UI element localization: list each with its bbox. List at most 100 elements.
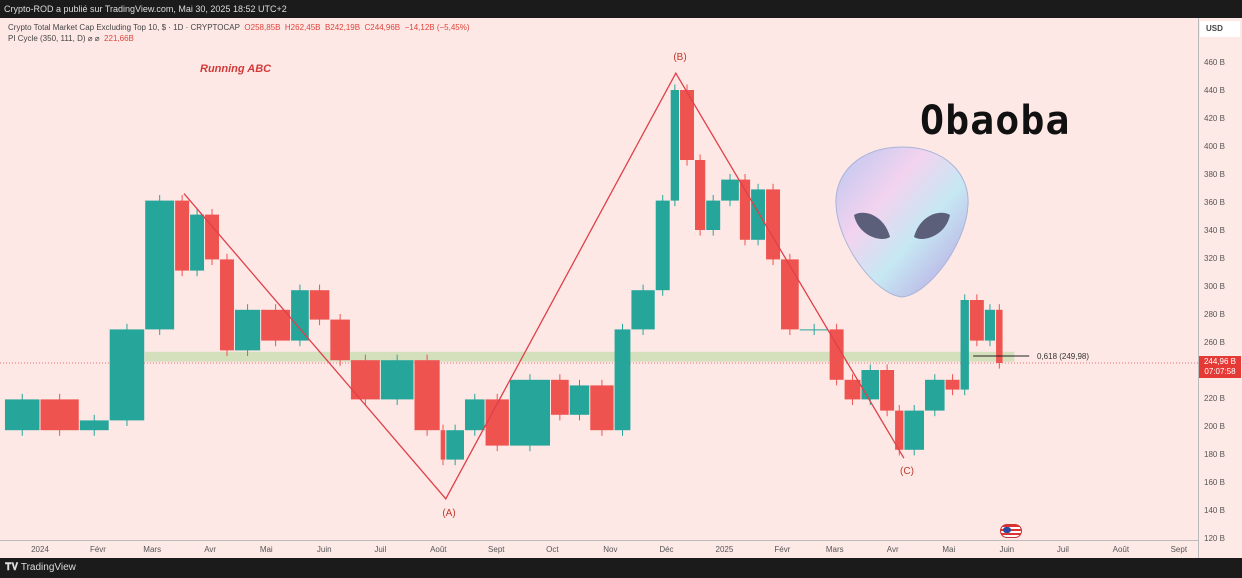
price-tick-label: 260 B [1204, 338, 1225, 347]
candle [880, 370, 895, 411]
candle [984, 309, 996, 341]
us-flag-icon[interactable] [1000, 524, 1022, 538]
time-tick-label: 2024 [31, 545, 49, 554]
price-tick-label: 420 B [1204, 114, 1225, 123]
candle [861, 370, 880, 400]
candle [751, 189, 766, 240]
tradingview-logo[interactable]: 𝐓𝐕 [5, 562, 21, 573]
bar-countdown: 07:07:58 [1204, 367, 1236, 376]
candle [721, 179, 739, 201]
price-tick-label: 340 B [1204, 226, 1225, 235]
time-tick-label: Nov [603, 545, 617, 554]
price-tick-label: 360 B [1204, 198, 1225, 207]
candle [234, 309, 261, 351]
price-tick-label: 280 B [1204, 310, 1225, 319]
candle [380, 360, 414, 400]
indicator-value: 221,66B [104, 34, 134, 43]
candle [706, 200, 721, 230]
time-tick-label: Avr [887, 545, 899, 554]
time-tick-label: Mars [826, 545, 844, 554]
time-tick-label: Mai [260, 545, 273, 554]
logo-text: Obaoba [920, 98, 1071, 144]
price-axis[interactable] [1198, 18, 1242, 558]
candle [904, 410, 925, 450]
footer-bar: 𝐓𝐕 TradingView [0, 558, 1242, 578]
wave-b-label: (B) [673, 52, 687, 63]
price-tick-label: 140 B [1204, 506, 1225, 515]
candle [4, 399, 40, 431]
brand-name: TradingView [20, 562, 76, 573]
currency-label[interactable]: USD [1200, 21, 1240, 37]
high-value: H262,45B [284, 23, 321, 32]
time-tick-label: Juil [374, 545, 386, 554]
candle [996, 309, 1003, 363]
candle [799, 329, 829, 331]
annotation-title: Running ABC [200, 63, 272, 75]
time-tick-label: Mai [942, 545, 955, 554]
candle [895, 410, 904, 450]
candle [205, 214, 220, 260]
wave-c-label: (C) [900, 466, 914, 477]
time-axis[interactable] [0, 540, 1198, 558]
candle [414, 360, 440, 431]
price-tick-label: 400 B [1204, 142, 1225, 151]
candle [109, 329, 145, 421]
symbol-title[interactable]: Crypto Total Market Cap Excluding Top 10… [8, 23, 240, 32]
candle [614, 329, 631, 431]
candle [680, 90, 694, 160]
candle [220, 259, 234, 351]
candle [440, 430, 446, 460]
last-price-tag: 244,96 B 07:07:58 [1199, 356, 1241, 378]
price-tick-label: 180 B [1204, 450, 1225, 459]
candle [945, 379, 960, 390]
time-tick-label: Sept [488, 545, 505, 554]
price-tick-label: 220 B [1204, 394, 1225, 403]
change-value: −14,12B (−5,45%) [404, 23, 470, 32]
candle [960, 300, 969, 390]
candle [631, 290, 655, 330]
candle [291, 290, 309, 341]
open-value: O258,85B [244, 23, 281, 32]
candle [695, 160, 706, 230]
low-value: B242,19B [324, 23, 361, 32]
candle [590, 385, 614, 431]
candle [446, 430, 464, 460]
price-tick-label: 440 B [1204, 86, 1225, 95]
indicator-title[interactable]: PI Cycle (350, 111, D) ⌀ ⌀ [8, 34, 100, 43]
time-tick-label: Oct [546, 545, 559, 554]
time-tick-label: Août [1113, 545, 1130, 554]
candle [79, 420, 109, 431]
candle [145, 200, 175, 330]
time-tick-label: Sept [1171, 545, 1188, 554]
candle [739, 179, 751, 240]
time-tick-label: Juin [999, 545, 1014, 554]
last-price-value: 244,96 B [1203, 357, 1237, 366]
wave-a-label: (A) [442, 508, 456, 519]
candle [969, 300, 984, 341]
candle [464, 399, 485, 431]
time-tick-label: Juin [317, 545, 332, 554]
candle [40, 399, 79, 431]
time-tick-label: Juil [1057, 545, 1069, 554]
time-tick-label: Mars [143, 545, 161, 554]
candle [485, 399, 509, 446]
candle [766, 189, 781, 260]
time-tick-label: Févr [774, 545, 790, 554]
price-tick-label: 160 B [1204, 478, 1225, 487]
price-tick-label: 460 B [1204, 58, 1225, 67]
candle [670, 90, 680, 201]
price-tick-label: 120 B [1204, 534, 1225, 543]
candle [829, 329, 844, 380]
candle [261, 309, 291, 341]
time-tick-label: Avr [204, 545, 216, 554]
candle [569, 385, 590, 415]
time-tick-label: 2025 [716, 545, 734, 554]
support-zone [144, 351, 1015, 362]
candle [190, 214, 205, 271]
candle [509, 379, 551, 446]
publisher-text: Crypto-ROD a publié sur TradingView.com,… [4, 4, 287, 14]
time-tick-label: Août [430, 545, 447, 554]
candle [551, 379, 569, 415]
candle [330, 319, 350, 361]
chart-area[interactable] [0, 18, 1198, 540]
